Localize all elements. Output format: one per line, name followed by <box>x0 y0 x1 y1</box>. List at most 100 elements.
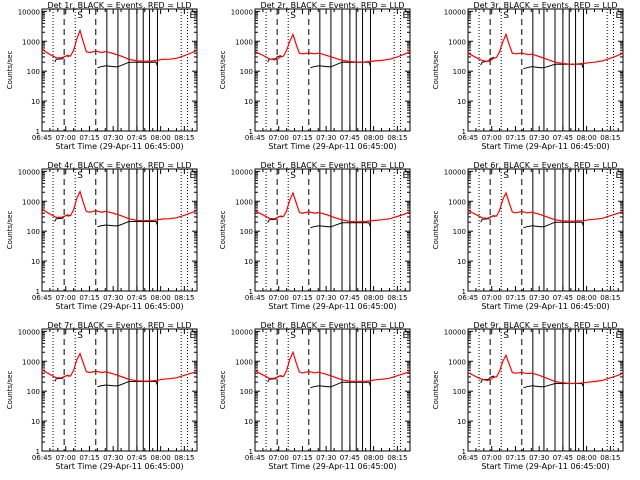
x-tick-label: 06:45 <box>458 134 478 142</box>
x-tick-label: 08:00 <box>151 294 171 302</box>
x-tick-label: 07:45 <box>340 454 360 462</box>
y-tick-label: 10 <box>457 418 466 426</box>
marker-label-E: E <box>190 11 196 21</box>
plot-frame <box>254 328 411 452</box>
y-tick-label: 10 <box>31 258 40 266</box>
x-tick-label: 08:15 <box>387 294 407 302</box>
marker-label-E: E <box>190 331 196 341</box>
x-tick-label: 07:30 <box>316 134 336 142</box>
x-tick-label: 08:15 <box>600 134 620 142</box>
y-tick-label: 1 <box>36 128 40 136</box>
x-axis-label: Start Time (29-Apr-11 06:45:00) <box>55 142 183 151</box>
x-tick-label: 08:00 <box>151 134 171 142</box>
y-tick-label: 1000 <box>235 198 253 206</box>
plot-frame <box>41 168 198 292</box>
series-line-lld <box>467 191 624 222</box>
plot-frame <box>41 328 198 452</box>
y-tick-label: 1 <box>249 288 253 296</box>
marker-label-S: S <box>77 11 83 21</box>
x-tick-label: 07:45 <box>127 134 147 142</box>
y-axis-label: Counts/sec <box>219 211 227 250</box>
panel-title: Det 3r, BLACK = Events, RED = LLD <box>473 1 617 10</box>
marker-label-E: E <box>403 171 409 181</box>
x-tick-label: 08:15 <box>174 294 194 302</box>
y-axis-label: Counts/sec <box>6 371 14 410</box>
x-tick-label: 07:00 <box>56 454 76 462</box>
y-tick-label: 100 <box>240 68 253 76</box>
series-line-lld <box>41 189 198 222</box>
panel-title: Det 6r, BLACK = Events, RED = LLD <box>473 161 617 170</box>
x-tick-label: 06:45 <box>245 294 265 302</box>
y-tick-label: 1 <box>249 448 253 456</box>
x-tick-label: 07:45 <box>340 294 360 302</box>
x-tick-label: 06:45 <box>458 454 478 462</box>
y-tick-label: 10000 <box>18 8 40 16</box>
x-tick-label: 07:30 <box>103 294 123 302</box>
y-axis-label: Counts/sec <box>6 51 14 90</box>
panel-title: Det 9r, BLACK = Events, RED = LLD <box>473 321 617 330</box>
y-tick-label: 1000 <box>448 198 466 206</box>
plot-frame <box>41 8 198 132</box>
x-tick-label: 08:00 <box>364 454 384 462</box>
panel-title: Det 5r, BLACK = Events, RED = LLD <box>260 161 404 170</box>
marker-label-E: E <box>190 171 196 181</box>
y-tick-label: 10 <box>457 98 466 106</box>
y-tick-label: 1000 <box>235 38 253 46</box>
y-tick-label: 10 <box>244 98 253 106</box>
x-tick-label: 07:45 <box>127 454 147 462</box>
series-line-lld <box>467 32 624 65</box>
x-tick-label: 08:00 <box>577 134 597 142</box>
x-tick-label: 07:30 <box>529 134 549 142</box>
y-tick-label: 1 <box>36 288 40 296</box>
panel-title: Det 4r, BLACK = Events, RED = LLD <box>47 161 191 170</box>
plot-frame <box>254 168 411 292</box>
x-axis-label: Start Time (29-Apr-11 06:45:00) <box>268 462 396 471</box>
series-line-lld <box>41 352 198 382</box>
panel-title: Det 8r, BLACK = Events, RED = LLD <box>260 321 404 330</box>
y-tick-label: 10000 <box>231 328 253 336</box>
y-tick-label: 1 <box>249 128 253 136</box>
y-tick-label: 10000 <box>444 168 466 176</box>
x-tick-label: 07:30 <box>529 454 549 462</box>
y-tick-label: 1 <box>462 448 466 456</box>
y-tick-label: 10000 <box>18 328 40 336</box>
series-line-lld <box>41 28 198 62</box>
y-axis-label: Counts/sec <box>219 51 227 90</box>
x-tick-label: 07:15 <box>292 294 312 302</box>
marker-label-S: S <box>290 11 296 21</box>
x-tick-label: 07:45 <box>553 294 573 302</box>
x-tick-label: 07:15 <box>79 454 99 462</box>
y-tick-label: 10000 <box>231 8 253 16</box>
marker-label-S: S <box>503 331 509 341</box>
x-tick-label: 07:00 <box>482 134 502 142</box>
x-tick-label: 07:15 <box>292 454 312 462</box>
x-tick-label: 07:30 <box>316 294 336 302</box>
x-tick-label: 08:15 <box>600 294 620 302</box>
x-tick-label: 08:00 <box>364 294 384 302</box>
x-tick-label: 07:30 <box>103 134 123 142</box>
marker-label-S: S <box>77 331 83 341</box>
plot-frame <box>254 8 411 132</box>
y-axis-label: Counts/sec <box>432 371 440 410</box>
y-axis-label: Counts/sec <box>432 211 440 250</box>
x-tick-label: 06:45 <box>245 134 265 142</box>
panel-title: Det 1r, BLACK = Events, RED = LLD <box>47 1 191 10</box>
marker-label-S: S <box>77 171 83 181</box>
y-tick-label: 10 <box>31 98 40 106</box>
y-tick-label: 1 <box>462 128 466 136</box>
series-line-lld <box>254 32 411 63</box>
marker-label-E: E <box>616 11 622 21</box>
panel-title: Det 2r, BLACK = Events, RED = LLD <box>260 1 404 10</box>
y-tick-label: 100 <box>453 388 466 396</box>
y-tick-label: 100 <box>453 228 466 236</box>
y-tick-label: 10 <box>244 258 253 266</box>
y-tick-label: 1000 <box>235 358 253 366</box>
x-tick-label: 07:00 <box>482 294 502 302</box>
x-tick-label: 07:45 <box>340 134 360 142</box>
